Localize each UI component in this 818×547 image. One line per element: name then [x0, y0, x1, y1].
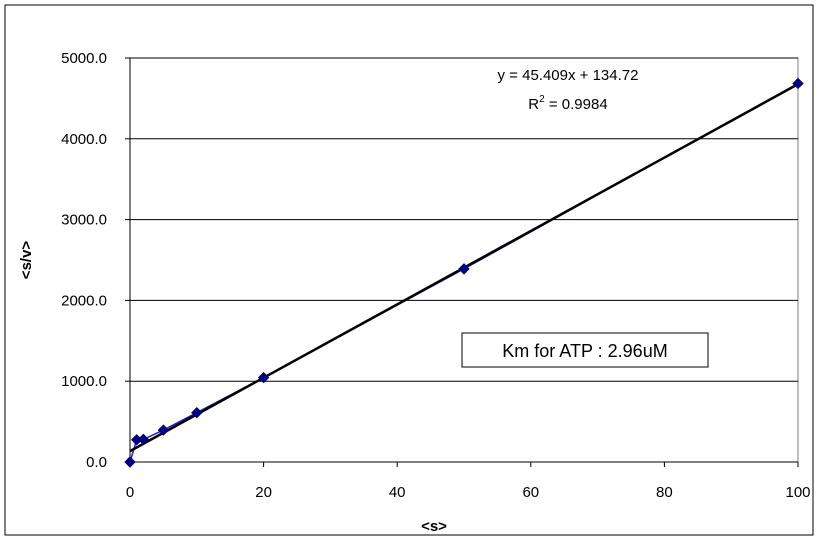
- km-annotation-text: Km for ATP : 2.96uM: [502, 341, 667, 361]
- data-point-marker: [792, 77, 804, 90]
- y-tick-labels: 0.0 1000.0 2000.0 3000.0 4000.0 5000.0: [61, 50, 107, 471]
- x-tick-label: 40: [389, 484, 406, 501]
- data-point-marker: [157, 424, 170, 436]
- x-axis-title: <s>: [421, 518, 447, 535]
- data-point-marker: [458, 263, 470, 275]
- y-tick-label: 5000.0: [61, 50, 107, 67]
- y-axis-title: <s/v>: [18, 241, 35, 280]
- r-squared-label: R2 = 0.9984: [528, 94, 607, 113]
- y-tick-label: 2000.0: [61, 292, 107, 309]
- y-tick-label: 0.0: [86, 454, 107, 471]
- x-tick-label: 0: [126, 484, 134, 501]
- y-tick-label: 1000.0: [61, 373, 107, 390]
- grid-lines: [130, 57, 798, 382]
- y-tick-label: 4000.0: [61, 131, 107, 148]
- data-point-marker: [257, 371, 270, 384]
- trendline-equation: y = 45.409x + 134.72: [498, 67, 639, 84]
- x-tick-labels: 0 20 40 60 80 100: [126, 484, 811, 501]
- data-markers: [124, 77, 804, 468]
- data-point-marker: [191, 407, 203, 419]
- data-point-marker: [124, 456, 136, 468]
- chart-area-border: [4, 4, 814, 536]
- y-tick-label: 3000.0: [61, 212, 107, 229]
- x-tick-label: 80: [656, 484, 673, 501]
- km-annotation-box: [461, 332, 709, 368]
- x-tick-label: 60: [522, 484, 539, 501]
- x-tick-label: 20: [255, 484, 272, 501]
- data-point-marker: [137, 433, 150, 446]
- x-tick-label: 100: [785, 484, 810, 501]
